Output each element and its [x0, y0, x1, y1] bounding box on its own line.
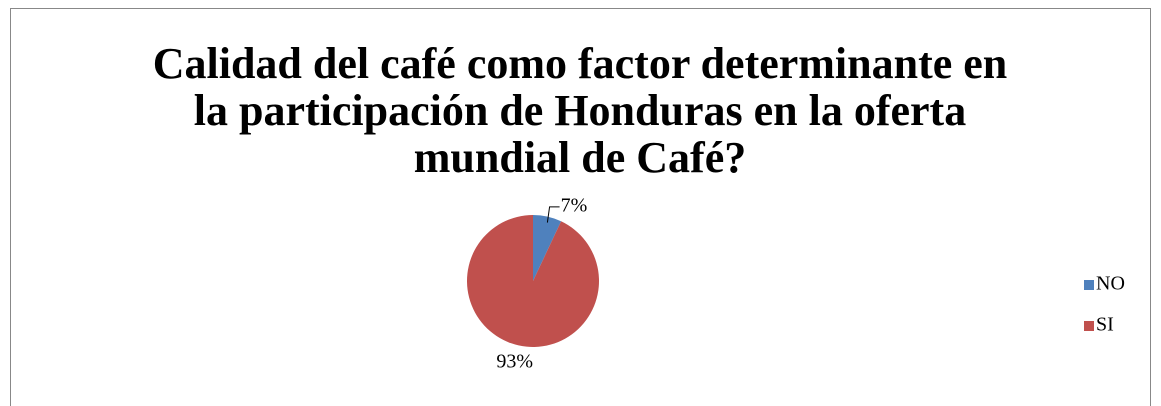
legend-label: NO — [1096, 273, 1125, 295]
legend-label: SI — [1096, 314, 1114, 336]
data-label: 7% — [561, 194, 588, 216]
legend-marker — [1084, 280, 1094, 290]
pie-slice — [533, 215, 562, 281]
chart-border — [10, 8, 1151, 406]
pie-slice — [467, 215, 600, 348]
legend-marker — [1084, 321, 1094, 331]
chart-title: Calidad del café como factor determinant… — [152, 39, 1008, 182]
leader-line — [546, 206, 560, 223]
data-label: 93% — [496, 351, 533, 373]
